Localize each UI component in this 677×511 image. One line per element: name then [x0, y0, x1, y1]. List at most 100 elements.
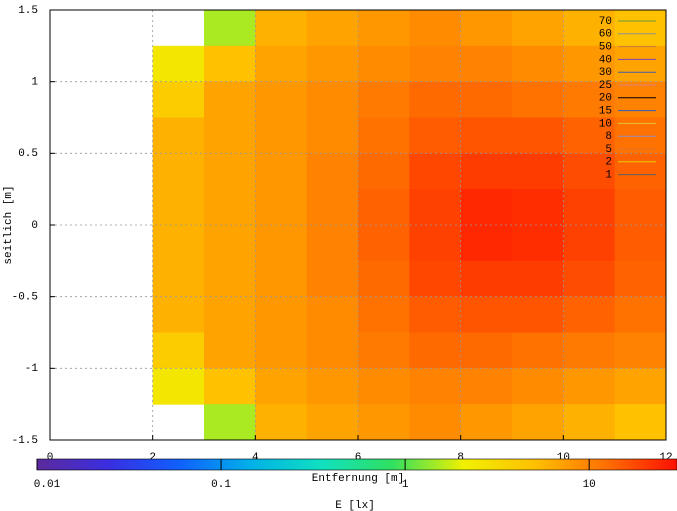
legend-label: 2 [605, 157, 612, 169]
heat-cell [460, 368, 513, 405]
heat-cell [460, 404, 513, 441]
heat-cell [409, 153, 462, 190]
y-tick-label: 0 [31, 220, 38, 232]
heat-cell [409, 404, 462, 441]
colorbar-tick-label: 1 [402, 479, 409, 491]
heat-cell [306, 404, 359, 441]
heat-cell [306, 332, 359, 369]
heat-cell [204, 368, 256, 405]
heat-cell [614, 404, 667, 441]
heat-cell [512, 296, 564, 333]
heat-cell [358, 45, 410, 83]
heat-cell [409, 81, 462, 118]
heat-cell [204, 225, 256, 262]
legend-label: 15 [599, 106, 612, 118]
heat-cell [563, 332, 616, 369]
heat-cell [409, 296, 462, 333]
heat-cell [409, 225, 462, 262]
heat-cell [512, 225, 564, 262]
heat-cell [409, 10, 462, 47]
heat-cell [460, 153, 513, 190]
legend-label: 60 [599, 29, 612, 41]
heat-cell [563, 45, 616, 83]
heat-cell [152, 81, 205, 118]
heat-cell [409, 189, 462, 226]
heat-cell [614, 189, 667, 226]
heat-cell [358, 368, 410, 405]
heat-cell [358, 10, 410, 47]
x-tick-label: 0 [47, 452, 54, 464]
heat-cell [614, 153, 667, 190]
y-tick-label: -0.5 [12, 292, 38, 304]
heat-cell [512, 10, 564, 47]
heat-cell [358, 296, 410, 333]
heat-cell [306, 368, 359, 405]
heat-cell [614, 260, 667, 298]
heat-cell [512, 117, 564, 154]
heat-cell [512, 368, 564, 405]
heat-cell [460, 332, 513, 369]
heat-cell [512, 81, 564, 118]
heat-cell [512, 404, 564, 441]
heat-cell [614, 332, 667, 369]
x-tick-label: 2 [149, 452, 156, 464]
heat-cell [306, 260, 359, 298]
heat-cell [358, 189, 410, 226]
heat-cell [306, 296, 359, 333]
heat-cell [563, 296, 616, 333]
heat-cell [563, 10, 616, 47]
heat-cell [204, 45, 256, 83]
heat-cell [306, 117, 359, 154]
legend-label: 50 [599, 42, 612, 54]
colorbar-tick-label: 0.01 [34, 479, 61, 491]
heat-cell [255, 153, 308, 190]
heat-cell [306, 45, 359, 83]
heat-cell [409, 368, 462, 405]
legend-label: 8 [605, 131, 612, 143]
heat-cell [204, 260, 256, 298]
heat-cell [460, 45, 513, 83]
heat-cell [460, 225, 513, 262]
heat-cell [255, 260, 308, 298]
x-tick-label: 6 [355, 452, 362, 464]
heat-cell [152, 189, 205, 226]
heat-cell [255, 117, 308, 154]
heat-cell [152, 296, 205, 333]
heat-cell [614, 81, 667, 118]
y-tick-label: -1 [25, 363, 39, 375]
heat-cell [358, 332, 410, 369]
heat-cell [512, 189, 564, 226]
heat-cell [306, 10, 359, 47]
heat-cell [255, 45, 308, 83]
heat-cell [255, 189, 308, 226]
heat-cell [512, 332, 564, 369]
legend-label: 70 [599, 16, 612, 28]
y-axis-label: seitlich [m] [3, 185, 15, 264]
y-tick-label: 1 [31, 77, 38, 89]
heat-cell [152, 260, 205, 298]
heat-cell [152, 153, 205, 190]
heat-cell [255, 296, 308, 333]
x-axis-label: Entfernung [m] [312, 473, 404, 485]
legend-label: 25 [599, 80, 612, 92]
x-tick-label: 8 [457, 452, 464, 464]
heat-cell [152, 45, 205, 83]
heat-cell [358, 81, 410, 118]
heat-cell [614, 296, 667, 333]
legend-label: 5 [605, 144, 612, 156]
heat-cell [614, 368, 667, 405]
heat-cell [152, 332, 205, 369]
heat-cell [255, 332, 308, 369]
heat-cell [255, 368, 308, 405]
colorbar-tick-label: 10 [583, 479, 596, 491]
heat-cell [152, 117, 205, 154]
legend-label: 1 [605, 170, 612, 182]
heat-cell [204, 189, 256, 226]
legend-label: 40 [599, 54, 612, 66]
heat-cell [152, 225, 205, 262]
heat-cell [204, 296, 256, 333]
heat-cell [460, 296, 513, 333]
heat-cell [409, 117, 462, 154]
